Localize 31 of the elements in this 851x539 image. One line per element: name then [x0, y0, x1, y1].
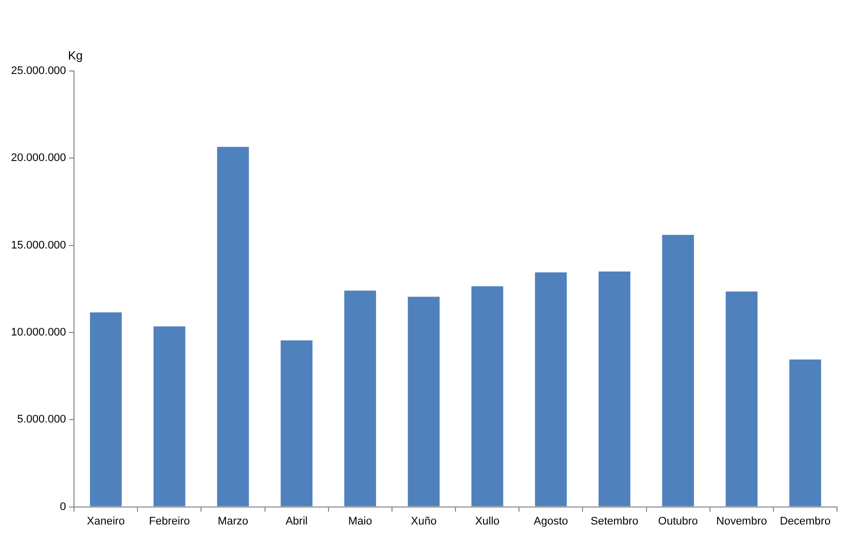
bar	[789, 360, 822, 506]
x-tick-label: Xaneiro	[86, 515, 125, 528]
x-tick-label: Marzo	[218, 515, 248, 528]
bar	[90, 312, 122, 506]
x-tick-label: Febreiro	[148, 515, 190, 528]
x-tick-label: Xullo	[475, 515, 500, 528]
y-tick-label: 5.000.000	[17, 414, 66, 426]
bar	[598, 271, 630, 506]
x-tick-label: Outubro	[658, 515, 698, 528]
x-tick-label: Decembro	[780, 515, 831, 528]
x-tick-label: Abril	[286, 515, 308, 528]
bar	[408, 296, 440, 506]
bar	[726, 292, 758, 506]
x-tick-label: Novembro	[716, 515, 768, 528]
bar	[535, 272, 567, 506]
x-tick-label: Agosto	[534, 515, 568, 528]
bar	[154, 326, 186, 506]
y-tick-label: 20.000.000	[10, 152, 66, 164]
y-axis-title: Kg	[68, 48, 83, 62]
x-tick-label: Maio	[348, 515, 372, 528]
bar	[217, 146, 249, 506]
bar	[471, 286, 504, 506]
bar	[280, 340, 312, 506]
y-tick-label: 10.000.000	[10, 326, 66, 339]
x-tick-label: Setembro	[590, 515, 638, 528]
bar	[662, 234, 694, 506]
bar	[344, 290, 376, 506]
x-tick-label: Xuño	[410, 515, 437, 528]
y-tick-label: 15.000.000	[10, 239, 66, 252]
y-tick-label: 25.000.000	[10, 65, 66, 78]
y-tick-label: 0	[60, 500, 66, 513]
